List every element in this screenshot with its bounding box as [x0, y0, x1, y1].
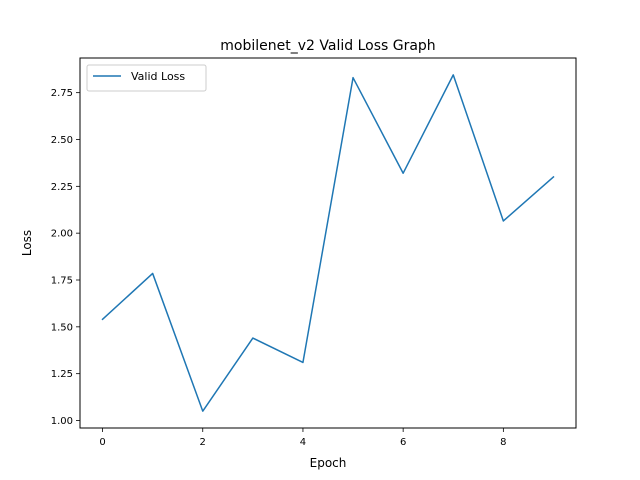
- legend-box: [86, 64, 207, 92]
- series-layer: [101, 74, 555, 412]
- y-tick-label: 1.00: [51, 416, 73, 427]
- x-tick-label: 6: [400, 437, 406, 448]
- y-tick-label: 1.75: [51, 276, 73, 287]
- y-axis-label: Loss: [20, 230, 34, 256]
- y-tick-label: 1.25: [51, 369, 73, 380]
- x-axis-label: Epoch: [310, 456, 347, 470]
- chart-title: mobilenet_v2 Valid Loss Graph: [220, 38, 435, 54]
- legend-label-valid-loss: Valid Loss: [131, 70, 185, 83]
- x-tick-label: 0: [99, 437, 105, 448]
- y-tick-label: 2.50: [51, 135, 73, 146]
- y-tick-label: 1.50: [51, 322, 73, 333]
- y-tick-label: 2.75: [51, 88, 73, 99]
- series-line-valid-loss: [101, 74, 555, 412]
- x-tick-label: 8: [500, 437, 506, 448]
- x-tick-label: 2: [200, 437, 206, 448]
- y-axis: 1.00 1.25 1.50 1.75 2.00 2.25 2.50 2.75: [51, 88, 80, 427]
- y-tick-label: 2.00: [51, 229, 73, 240]
- legend: Valid Loss: [86, 64, 207, 92]
- x-axis: 0 2 4 6 8: [99, 428, 507, 448]
- y-tick-label: 2.25: [51, 182, 73, 193]
- plot-frame: [79, 57, 577, 429]
- x-tick-label: 4: [300, 437, 306, 448]
